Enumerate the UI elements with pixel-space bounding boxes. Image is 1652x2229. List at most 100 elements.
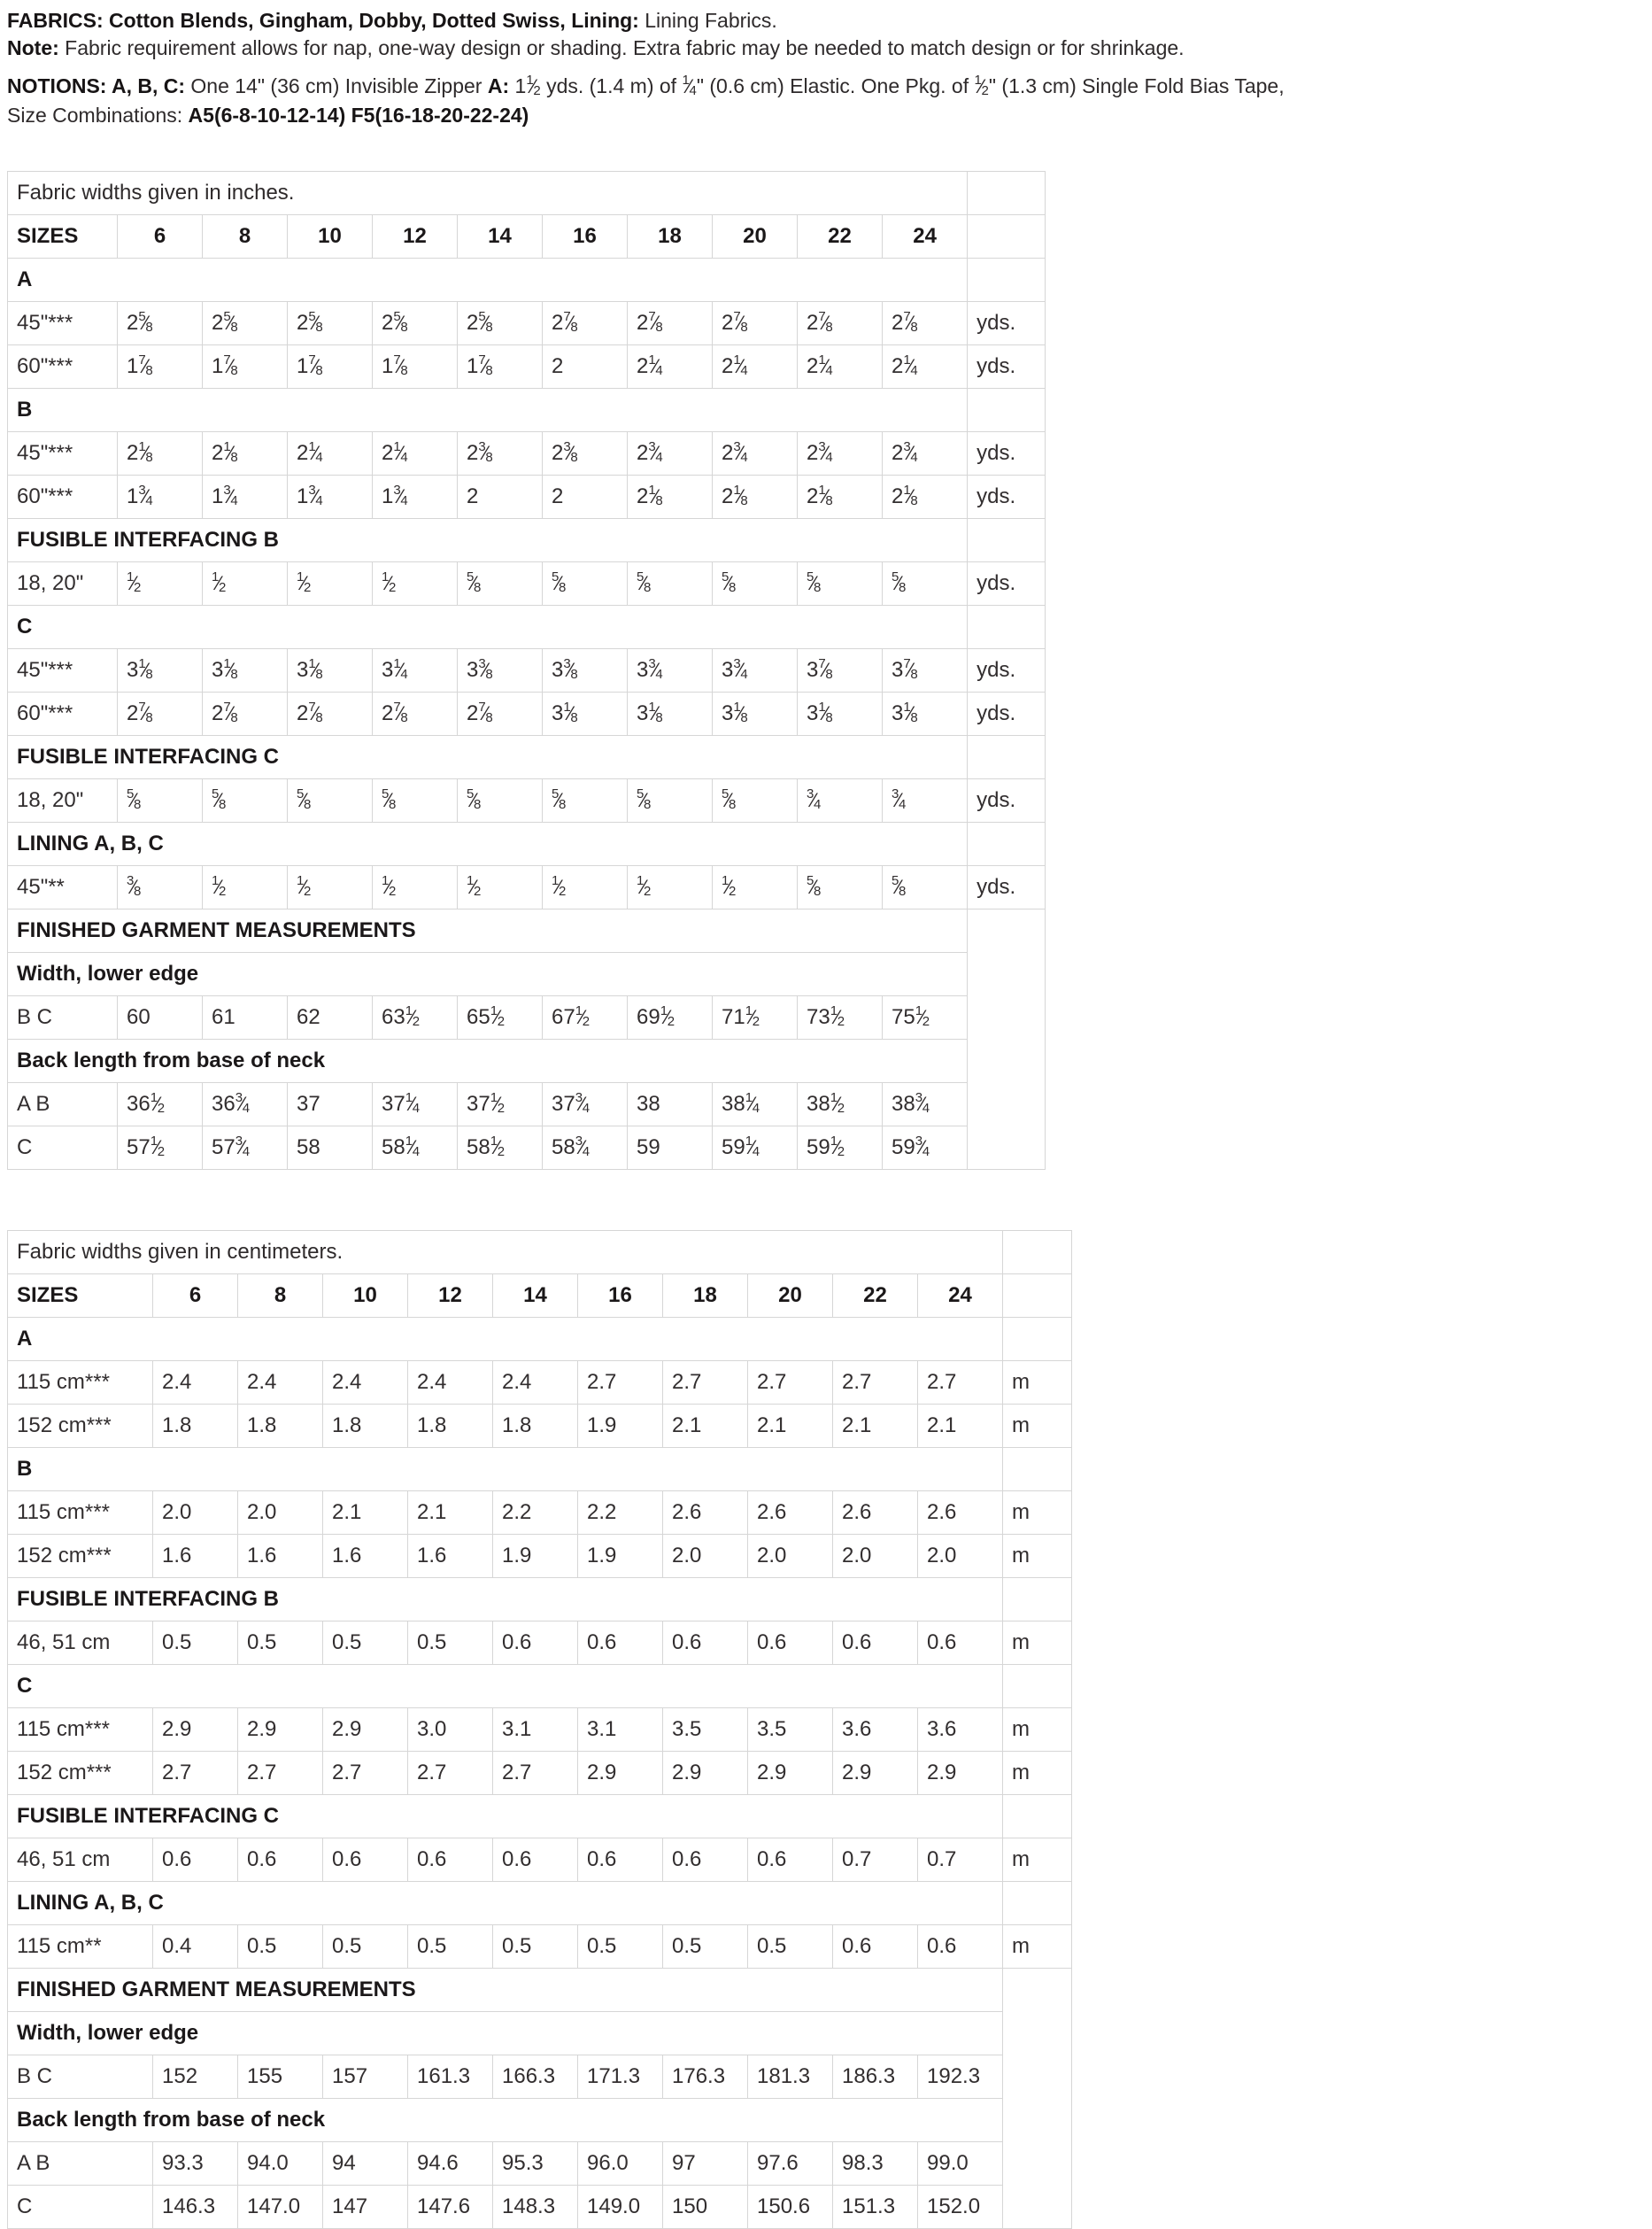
value-cell: 1.9 (577, 1534, 663, 1578)
data-row: 18, 20" 1⁄2 1⁄2 1⁄2 1⁄2 5⁄8 5⁄8 5⁄8 5⁄8 5⁄8 5⁄8 yds… (7, 561, 1046, 606)
section-label: C (7, 1664, 1003, 1708)
value-cell: 33⁄4 (712, 648, 798, 693)
size-column-header: 14 (457, 214, 543, 259)
value-cell: 0.5 (577, 1924, 663, 1969)
value-cell: 27⁄8 (287, 692, 373, 736)
unit-cell: m (1002, 1621, 1072, 1665)
sizes-header-row: SIZES 6 8 10 12 14 16 18 20 22 24 (7, 214, 1046, 259)
value-cell: 31⁄8 (202, 648, 288, 693)
value-cell: 27⁄8 (797, 301, 883, 345)
value-cell: 2.4 (237, 1360, 323, 1405)
value-cell: 3.5 (747, 1707, 833, 1752)
value-cell: 27⁄8 (202, 692, 288, 736)
value-cell: 150 (662, 2185, 748, 2229)
section-row: LINING A, B, C (7, 822, 1046, 866)
section-row: B (7, 1447, 1072, 1491)
unit-cell (967, 1126, 1046, 1170)
unit-cell: yds. (967, 344, 1046, 389)
value-cell: 17⁄8 (117, 344, 203, 389)
unit-column-spacer (967, 171, 1046, 215)
value-cell: 23⁄8 (542, 431, 628, 476)
value-cell: 5⁄8 (712, 778, 798, 823)
value-cell: 13⁄4 (202, 475, 288, 519)
value-cell: 1.6 (407, 1534, 493, 1578)
value-cell: 0.6 (577, 1838, 663, 1882)
value-cell: 0.5 (322, 1924, 408, 1969)
value-cell: 381⁄2 (797, 1082, 883, 1126)
value-cell: 21⁄4 (287, 431, 373, 476)
row-label: 60"*** (7, 344, 118, 389)
value-cell: 2.9 (832, 1751, 918, 1795)
intro-text: FABRICS: Cotton Blends, Gingham, Dobby, … (7, 7, 1652, 129)
value-cell: 591⁄2 (797, 1126, 883, 1170)
value-cell: 2.7 (832, 1360, 918, 1405)
value-cell: 2.7 (152, 1751, 238, 1795)
section-row: B (7, 388, 1046, 432)
value-cell: 161.3 (407, 2055, 493, 2099)
value-cell: 13⁄4 (287, 475, 373, 519)
row-label: B C (7, 995, 118, 1040)
value-cell: 3⁄8 (117, 865, 203, 909)
value-cell: 363⁄4 (202, 1082, 288, 1126)
value-cell: 0.5 (322, 1621, 408, 1665)
value-cell: 591⁄4 (712, 1126, 798, 1170)
value-cell: 2 (542, 475, 628, 519)
unit-cell: yds. (967, 692, 1046, 736)
value-cell: 2.0 (832, 1534, 918, 1578)
section-label: Width, lower edge (7, 952, 968, 996)
value-cell: 13⁄4 (372, 475, 458, 519)
value-cell: 21⁄4 (372, 431, 458, 476)
value-cell: 0.6 (322, 1838, 408, 1882)
row-label: 45"** (7, 865, 118, 909)
value-cell: 3.6 (917, 1707, 1003, 1752)
size-column-header: 22 (832, 1273, 918, 1318)
value-cell: 2.1 (662, 1404, 748, 1448)
value-cell: 17⁄8 (287, 344, 373, 389)
unit-cell (1002, 2055, 1072, 2099)
value-cell: 176.3 (662, 2055, 748, 2099)
unit-column-spacer (967, 909, 1046, 953)
unit-column-spacer (1002, 1794, 1072, 1838)
value-cell: 1.9 (577, 1404, 663, 1448)
value-cell: 631⁄2 (372, 995, 458, 1040)
value-cell: 96.0 (577, 2141, 663, 2186)
value-cell: 0.5 (237, 1621, 323, 1665)
value-cell: 2.7 (492, 1751, 578, 1795)
section-row: Back length from base of neck (7, 1039, 1046, 1083)
value-cell: 5⁄8 (457, 778, 543, 823)
value-cell: 21⁄8 (881, 475, 968, 519)
value-cell: 751⁄2 (881, 995, 968, 1040)
value-cell: 23⁄4 (881, 431, 968, 476)
unit-cell (967, 1082, 1046, 1126)
value-cell: 5⁄8 (881, 561, 968, 606)
value-cell: 5⁄8 (117, 778, 203, 823)
value-cell: 21⁄4 (627, 344, 713, 389)
table-caption-row: Fabric widths given in centimeters. (7, 1230, 1072, 1274)
value-cell: 1⁄2 (202, 865, 288, 909)
value-cell: 2.7 (917, 1360, 1003, 1405)
section-row: C (7, 605, 1046, 649)
section-row: FINISHED GARMENT MEASUREMENTS (7, 1968, 1072, 2012)
size-column-header: 12 (372, 214, 458, 259)
data-row: A B 361⁄2 363⁄4 37 371⁄4 371⁄2 373⁄4 38 381⁄4 381… (7, 1082, 1046, 1126)
value-cell: 3⁄4 (797, 778, 883, 823)
value-cell: 0.6 (492, 1621, 578, 1665)
value-cell: 25⁄8 (457, 301, 543, 345)
value-cell: 0.6 (832, 1621, 918, 1665)
row-label: 60"*** (7, 475, 118, 519)
value-cell: 2.1 (407, 1490, 493, 1535)
value-cell: 33⁄4 (627, 648, 713, 693)
data-row: C 146.3 147.0 147 147.6 148.3 149.0 150 150.6 151… (7, 2185, 1072, 2229)
value-cell: 573⁄4 (202, 1126, 288, 1170)
value-cell: 23⁄8 (457, 431, 543, 476)
unit-column-spacer (1002, 1664, 1072, 1708)
value-cell: 23⁄4 (712, 431, 798, 476)
row-label: 45"*** (7, 431, 118, 476)
value-cell: 5⁄8 (457, 561, 543, 606)
value-cell: 1.9 (492, 1534, 578, 1578)
size-column-header: 12 (407, 1273, 493, 1318)
section-row: FUSIBLE INTERFACING C (7, 1794, 1072, 1838)
data-row: 152 cm*** 2.7 2.7 2.7 2.7 2.7 2.9 2.9 2.9 2.9 2.9 m (7, 1751, 1072, 1795)
row-label: 115 cm*** (7, 1360, 153, 1405)
